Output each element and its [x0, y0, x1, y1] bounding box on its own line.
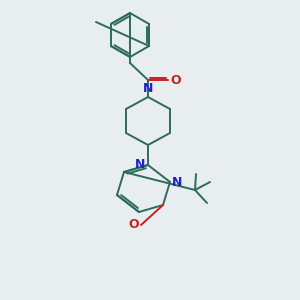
Text: O: O	[170, 74, 181, 86]
Text: N: N	[135, 158, 145, 170]
Text: O: O	[128, 218, 139, 232]
Text: N: N	[143, 82, 153, 95]
Text: N: N	[172, 176, 182, 188]
